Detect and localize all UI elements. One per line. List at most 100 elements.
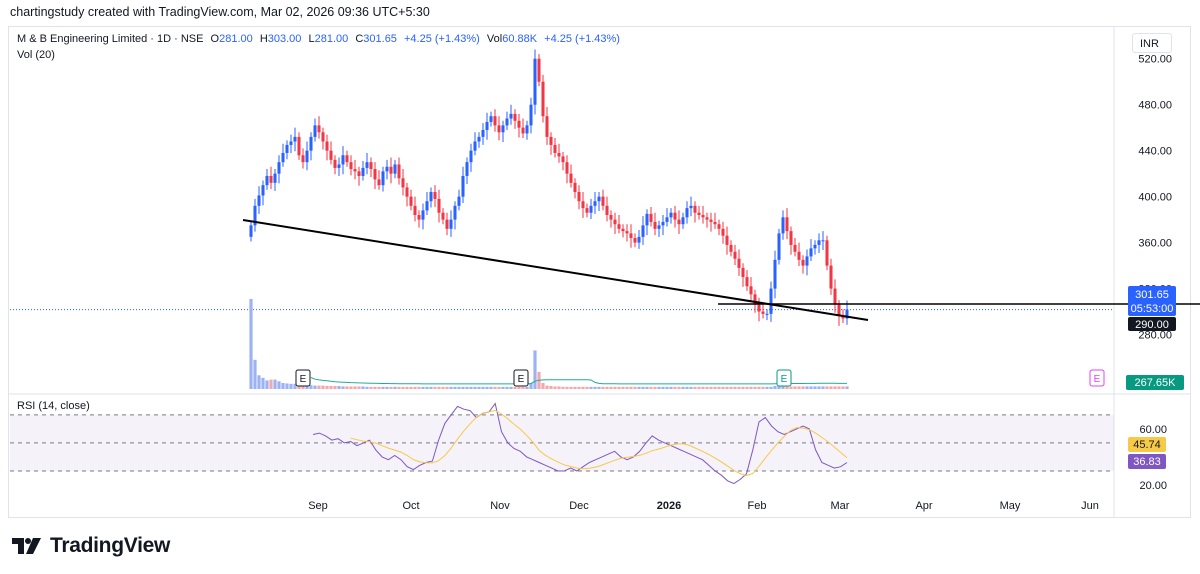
candle-body <box>593 201 597 206</box>
candle-body <box>385 166 389 172</box>
candle-body <box>773 259 777 289</box>
rsi-indicator-label[interactable]: RSI (14, close) <box>17 400 90 412</box>
candle-body <box>613 219 617 225</box>
candle-body <box>813 244 817 249</box>
candle-body <box>653 221 657 229</box>
volume-bar <box>601 386 605 389</box>
volume-bar <box>697 386 701 389</box>
candle-body <box>597 196 601 202</box>
volume-bar <box>829 386 833 389</box>
candle-body <box>569 173 573 183</box>
candle-body <box>485 121 489 130</box>
candle-body <box>829 265 833 289</box>
volume-bar <box>249 299 253 389</box>
candle-body <box>337 164 341 168</box>
candle-body <box>521 127 525 134</box>
volume-ma-line <box>310 377 847 385</box>
volume-bar <box>613 386 617 389</box>
volume-bar <box>333 386 337 389</box>
volume-bar <box>641 386 645 389</box>
currency-button[interactable]: INR <box>1132 33 1172 53</box>
candle-body <box>349 162 353 170</box>
earnings-marker-label: E <box>781 374 788 385</box>
volume-bar <box>469 386 473 389</box>
candle-body <box>633 238 637 243</box>
candle-body <box>293 136 297 142</box>
candle-body <box>673 212 677 220</box>
price-tick-label: 520.00 <box>1138 54 1172 66</box>
rsi-tick-label: 20.00 <box>1139 480 1167 492</box>
tradingview-logo-icon <box>12 538 41 554</box>
rsi-ma-badge <box>1128 437 1166 452</box>
open-value: 281.00 <box>219 33 253 45</box>
symbol-title[interactable]: M & B Engineering Limited · 1D · NSE <box>17 33 204 45</box>
earnings-marker-label: E <box>518 374 525 385</box>
candle-body <box>693 205 697 213</box>
volume-bar <box>417 386 421 389</box>
candle-body <box>629 233 633 239</box>
volume-indicator-label[interactable]: Vol (20) <box>17 49 55 61</box>
price-tick-label: 400.00 <box>1138 192 1172 204</box>
candle-body <box>465 162 469 176</box>
volume-bar <box>373 386 377 389</box>
candle-body <box>381 171 385 186</box>
volume-bar <box>621 386 625 389</box>
candle-body <box>585 208 589 213</box>
volume-bar <box>817 386 821 389</box>
volume-bar <box>629 386 633 389</box>
time-tick-label: Feb <box>748 500 767 512</box>
candle-body <box>457 196 461 206</box>
volume-bar <box>769 386 773 389</box>
volume-bar <box>493 386 497 389</box>
candle-body <box>413 205 417 216</box>
candle-body <box>793 244 797 252</box>
candle-body <box>417 215 421 220</box>
volume-bar <box>325 386 329 389</box>
volume-bar <box>841 386 845 389</box>
candle-body <box>533 58 537 105</box>
volume-bar <box>561 386 565 389</box>
candle-body <box>561 156 565 163</box>
candle-body <box>397 164 401 179</box>
candle-body <box>565 162 569 174</box>
candle-body <box>717 224 721 229</box>
volume-bar <box>533 350 537 389</box>
tradingview-logo[interactable]: TradingView <box>12 534 170 558</box>
time-tick-label: Dec <box>569 500 589 512</box>
volume-bar <box>437 386 441 389</box>
level-badge-value: 290.00 <box>1135 319 1169 331</box>
candle-body <box>713 221 717 225</box>
volume-bar <box>445 386 449 389</box>
candle-body <box>401 178 405 188</box>
candle-body <box>345 155 349 163</box>
volume-bar <box>777 385 781 389</box>
candle-body <box>581 201 585 209</box>
rsi-badge-value: 36.83 <box>1133 456 1161 468</box>
time-tick-label: Apr <box>915 500 932 512</box>
volume-bar <box>313 385 317 389</box>
volume-bar <box>593 386 597 389</box>
candle-body <box>809 248 813 257</box>
candle-body <box>501 125 505 133</box>
change-value: +4.25 (+1.43%) <box>404 33 480 45</box>
volume-bar <box>681 386 685 389</box>
volume-bar <box>509 386 513 389</box>
volume-bar <box>401 386 405 389</box>
volume-bar <box>521 386 525 389</box>
volume-bar <box>497 386 501 389</box>
time-tick-label: Jun <box>1081 500 1099 512</box>
volume-bar <box>489 386 493 389</box>
volume-bar <box>545 385 549 389</box>
rsi-tick-label: 60.00 <box>1139 424 1167 436</box>
time-tick-label: Oct <box>402 500 419 512</box>
candle-body <box>277 162 281 174</box>
volume-bar <box>605 386 609 389</box>
volume-bar <box>529 383 533 389</box>
volume-bar <box>653 386 657 389</box>
volume-change-value: +4.25 (+1.43%) <box>544 33 620 45</box>
volume-bar <box>297 384 301 389</box>
candle-body <box>625 231 629 234</box>
volume-bar <box>565 386 569 389</box>
chart-frame <box>8 26 1191 518</box>
